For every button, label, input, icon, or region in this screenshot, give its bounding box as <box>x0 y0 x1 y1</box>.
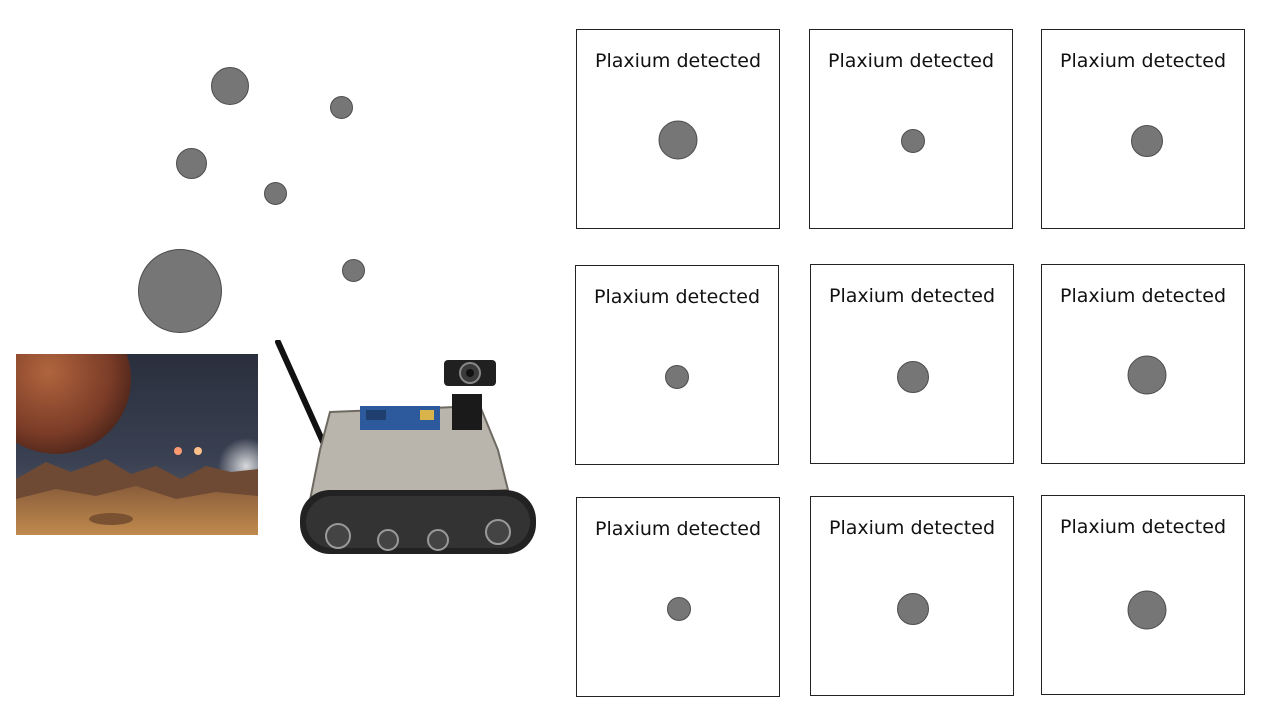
plaxium-sample <box>176 148 207 179</box>
panel-label: Plaxium detected <box>828 285 996 307</box>
plaxium-sample <box>211 67 249 105</box>
plaxium-sample <box>901 129 925 153</box>
detection-panel: Plaxium detected <box>809 29 1013 229</box>
plaxium-sample <box>342 259 365 282</box>
panel-label: Plaxium detected <box>1059 516 1227 538</box>
panel-label: Plaxium detected <box>594 518 762 540</box>
plaxium-sample <box>897 593 929 625</box>
detection-panel: Plaxium detected <box>810 264 1014 464</box>
detection-panel: Plaxium detected <box>1041 495 1245 695</box>
panel-label: Plaxium detected <box>1059 285 1227 307</box>
detection-panel: Plaxium detected <box>576 29 780 229</box>
plaxium-sample <box>658 120 698 160</box>
detection-panel: Plaxium detected <box>575 265 779 465</box>
detection-panel: Plaxium detected <box>810 496 1014 696</box>
plaxium-sample <box>330 96 353 119</box>
alien-planet-image <box>16 354 258 535</box>
panel-label: Plaxium detected <box>827 50 995 72</box>
detection-panel: Plaxium detected <box>1041 264 1245 464</box>
plaxium-sample <box>264 182 287 205</box>
plaxium-sample <box>667 597 691 621</box>
plaxium-sample <box>665 365 689 389</box>
panel-label: Plaxium detected <box>594 50 762 72</box>
plaxium-sample <box>1127 355 1167 395</box>
panel-label: Plaxium detected <box>1059 50 1227 72</box>
panel-label: Plaxium detected <box>828 517 996 539</box>
plaxium-sample <box>897 361 929 393</box>
detection-panel: Plaxium detected <box>576 497 780 697</box>
detection-panel: Plaxium detected <box>1041 29 1245 229</box>
rover-robot-image <box>275 340 536 554</box>
plaxium-sample <box>1127 590 1167 630</box>
plaxium-sample <box>1131 125 1163 157</box>
panel-label: Plaxium detected <box>593 286 761 308</box>
plaxium-sample <box>138 249 222 333</box>
